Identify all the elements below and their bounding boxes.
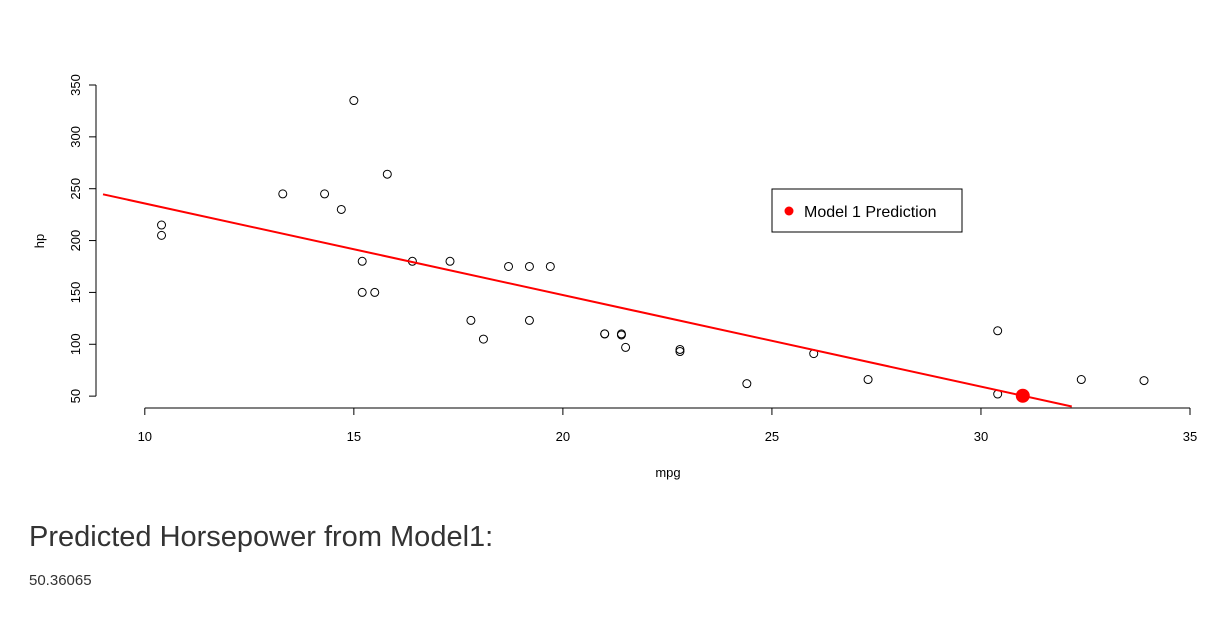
y-tick-label: 150 <box>68 282 83 304</box>
data-point <box>478 334 488 344</box>
data-point <box>675 344 685 354</box>
data-point <box>675 347 685 357</box>
data-point <box>524 261 534 271</box>
x-tick-label: 30 <box>974 429 988 444</box>
data-points <box>157 96 1149 399</box>
data-point <box>1139 376 1149 386</box>
data-point <box>993 326 1003 336</box>
prediction-point-group <box>1015 388 1030 403</box>
data-point <box>278 189 288 199</box>
data-point <box>157 220 167 230</box>
y-tick-label: 50 <box>68 389 83 403</box>
y-tick-label: 250 <box>68 178 83 200</box>
data-point <box>466 315 476 325</box>
x-tick-label: 10 <box>138 429 152 444</box>
data-point <box>1076 375 1086 385</box>
y-tick-label: 100 <box>68 333 83 355</box>
data-point <box>524 315 534 325</box>
y-axis: 50 100 150 200 250 300 350 <box>68 74 97 403</box>
data-point <box>157 230 167 240</box>
legend-swatch-model-1-prediction <box>784 206 794 216</box>
data-point <box>320 189 330 199</box>
result-value: 50.36065 <box>29 572 92 589</box>
data-point <box>445 256 455 266</box>
data-point <box>545 261 555 271</box>
result-title: Predicted Horsepower from Model1: <box>29 521 494 553</box>
data-point <box>504 261 514 271</box>
y-tick-label: 200 <box>68 230 83 252</box>
data-point <box>382 169 392 179</box>
data-point <box>357 256 367 266</box>
regression-line-group <box>102 193 1072 408</box>
data-point <box>621 342 631 352</box>
regression-line <box>102 193 1072 408</box>
prediction-point <box>1015 388 1030 403</box>
y-tick-label: 350 <box>68 74 83 96</box>
x-axis: 10 15 20 25 30 35 <box>138 407 1197 444</box>
data-point <box>863 375 873 385</box>
data-point <box>370 287 380 297</box>
legend-box <box>771 188 963 233</box>
y-tick-label: 300 <box>68 126 83 148</box>
legend: Model 1 Prediction <box>771 188 963 233</box>
legend-label-model-1-prediction: Model 1 Prediction <box>804 204 937 221</box>
x-tick-label: 15 <box>347 429 361 444</box>
data-point <box>349 96 359 106</box>
x-tick-label: 25 <box>765 429 779 444</box>
data-point <box>336 204 346 214</box>
x-tick-label: 20 <box>556 429 570 444</box>
x-axis-title: mpg <box>655 465 680 480</box>
data-point <box>742 379 752 389</box>
y-axis-title: hp <box>32 234 47 248</box>
data-point <box>600 329 610 339</box>
data-point <box>357 287 367 297</box>
scatter-plot: 10 15 20 25 30 35 50 100 150 200 250 300 350 mpg hp… <box>32 74 1197 480</box>
x-tick-label: 35 <box>1183 429 1197 444</box>
data-point <box>616 330 626 340</box>
